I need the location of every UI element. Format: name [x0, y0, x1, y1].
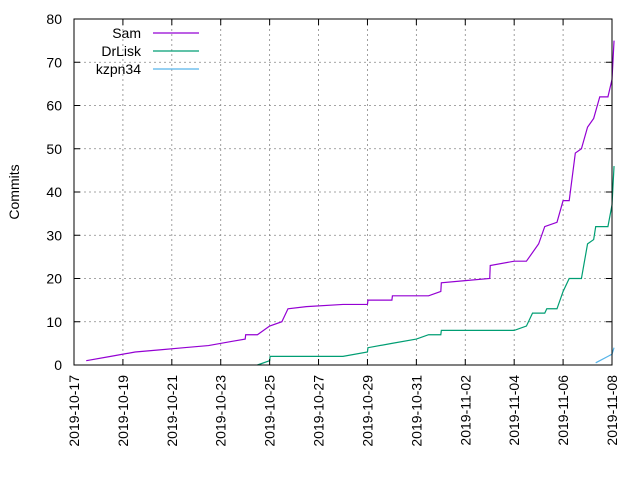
y-tick-label: 30 [46, 227, 62, 243]
y-tick-label: 50 [46, 141, 62, 157]
x-tick-label: 2019-11-06 [555, 375, 571, 446]
x-tick-label: 2019-11-08 [604, 375, 620, 446]
tick-layer: 0 10 20 30 40 50 60 70 80 2019-10-17 2019-10-19 201… [46, 11, 620, 447]
legend: Sam DrLisk kzpn34 [96, 25, 199, 77]
x-tick-label: 2019-11-04 [506, 375, 522, 446]
x-tick-label: 2019-10-19 [115, 375, 131, 447]
y-tick-label: 0 [54, 357, 62, 373]
x-tick-label: 2019-10-29 [359, 375, 375, 447]
y-tick-label: 80 [46, 11, 62, 27]
y-tick-label: 60 [46, 98, 62, 114]
x-tick-label: 2019-11-02 [457, 375, 473, 446]
y-tick-label: 70 [46, 54, 62, 70]
grid-layer [74, 19, 612, 365]
y-axis-label: Commits [6, 164, 22, 219]
series-line-sam [86, 40, 615, 362]
legend-label: DrLisk [101, 43, 142, 59]
legend-label: kzpn34 [96, 61, 141, 77]
x-tick-label: 2019-10-23 [213, 375, 229, 447]
x-tick-label: 2019-10-17 [66, 375, 82, 447]
x-tick-label: 2019-10-25 [262, 375, 278, 447]
y-tick-label: 20 [46, 271, 62, 287]
y-tick-label: 40 [46, 184, 62, 200]
legend-label: Sam [112, 25, 141, 41]
series-line-kzpn34 [595, 347, 615, 364]
x-tick-label: 2019-10-31 [408, 375, 424, 447]
x-tick-label: 2019-10-27 [311, 375, 327, 447]
y-tick-label: 10 [46, 314, 62, 330]
series-layer [86, 40, 615, 366]
x-tick-label: 2019-10-21 [164, 375, 180, 447]
series-line-drlisk [257, 166, 615, 366]
